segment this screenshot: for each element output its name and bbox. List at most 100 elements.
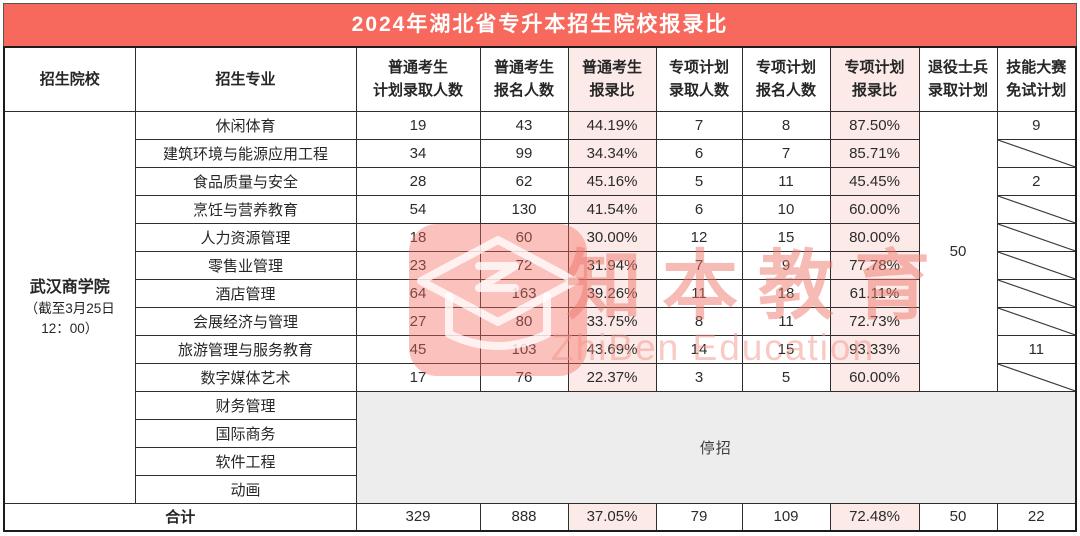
total-special-applied-cell: 109 xyxy=(741,502,831,532)
regular-ratio-cell: 39.26% xyxy=(567,278,657,308)
regular-ratio-cell: 43.69% xyxy=(567,334,657,364)
table-row: 建筑环境与能源应用工程 34 99 34.34% 6 7 85.71% xyxy=(4,138,1077,168)
special-ratio-cell: 93.33% xyxy=(829,334,920,364)
no-data-slash-icon xyxy=(998,140,1075,166)
major-cell: 数字媒体艺术 xyxy=(134,362,357,392)
total-row: 合计 329 888 37.05% 79 109 72.48% 50 22 xyxy=(3,502,1077,532)
special-ratio-cell: 60.00% xyxy=(829,194,920,224)
regular-applied-cell: 103 xyxy=(479,334,569,364)
regular-ratio-cell: 30.00% xyxy=(567,222,657,252)
header-line: 专项计划 xyxy=(844,59,905,76)
table-row: 软件工程 xyxy=(4,446,1076,476)
regular-plan-cell: 23 xyxy=(355,250,481,280)
special-ratio-cell: 87.50% xyxy=(829,110,920,140)
special-applied-cell: 7 xyxy=(741,138,831,168)
stopped-enrollment-cell: 停招 xyxy=(355,390,1077,504)
col-header-regular-plan: 普通考生 计划录取人数 xyxy=(355,46,481,112)
regular-ratio-cell: 34.34% xyxy=(567,138,657,168)
school-note: （截至3月25日 xyxy=(24,301,115,317)
major-cell: 休闲体育 xyxy=(134,110,357,140)
regular-ratio-cell: 22.37% xyxy=(567,362,657,392)
school-note: 12：00） xyxy=(41,320,99,336)
no-data-slash-icon xyxy=(998,252,1075,278)
special-applied-cell: 15 xyxy=(741,222,831,252)
regular-plan-cell: 18 xyxy=(355,222,481,252)
skill-exempt-cell: 11 xyxy=(996,334,1077,364)
regular-applied-cell: 163 xyxy=(479,278,569,308)
no-data-slash-icon xyxy=(998,196,1075,222)
special-admit-cell: 5 xyxy=(655,166,743,196)
major-cell: 酒店管理 xyxy=(134,278,357,308)
major-cell: 建筑环境与能源应用工程 xyxy=(134,138,357,168)
table-row: 食品质量与安全 28 62 45.16% 5 11 45.45% 2 xyxy=(4,166,1077,196)
regular-applied-cell: 72 xyxy=(479,250,569,280)
total-regular-applied-cell: 888 xyxy=(479,502,569,532)
header-line: 录取人数 xyxy=(668,82,729,100)
total-regular-plan-cell: 329 xyxy=(355,502,481,532)
regular-plan-cell: 34 xyxy=(355,138,481,168)
regular-applied-cell: 43 xyxy=(479,110,569,140)
total-special-ratio-cell: 72.48% xyxy=(829,502,920,532)
header-line: 计划录取人数 xyxy=(372,82,463,100)
regular-ratio-cell: 41.54% xyxy=(567,194,657,224)
header-line: 录取计划 xyxy=(927,82,988,100)
major-cell: 人力资源管理 xyxy=(134,222,357,252)
regular-ratio-cell: 44.19% xyxy=(567,110,657,140)
major-cell: 财务管理 xyxy=(134,390,357,420)
regular-applied-cell: 62 xyxy=(479,166,569,196)
major-cell: 动画 xyxy=(134,474,357,504)
col-header-regular-ratio: 普通考生 报录比 xyxy=(567,46,657,112)
regular-plan-cell: 27 xyxy=(355,306,481,336)
regular-plan-cell: 17 xyxy=(355,362,481,392)
header-line: 报名人数 xyxy=(493,82,554,100)
admission-ratio-table: 招生院校 招生专业 普通考生 计划录取人数 普通考生 报名人数 普通考生报录比 专项… xyxy=(3,46,1077,532)
special-applied-cell: 8 xyxy=(741,110,831,140)
special-ratio-cell: 61.11% xyxy=(829,278,920,308)
regular-applied-cell: 80 xyxy=(479,306,569,336)
col-header-regular-applied: 普通考生 报名人数 xyxy=(479,46,569,112)
skill-exempt-cell-empty xyxy=(996,278,1077,308)
veteran-plan-cell: 50 xyxy=(918,110,998,392)
header-line: 报录比 xyxy=(851,82,897,100)
page-title: 2024年湖北省专升本招生院校报录比 xyxy=(3,3,1077,46)
regular-ratio-cell: 45.16% xyxy=(567,166,657,196)
special-admit-cell: 7 xyxy=(655,110,743,140)
major-cell: 国际商务 xyxy=(134,418,357,448)
total-label-cell: 合计 xyxy=(3,502,357,532)
col-header-special-applied: 专项计划 报名人数 xyxy=(741,46,831,112)
no-data-slash-icon xyxy=(998,224,1075,250)
table-row: 零售业管理 23 72 31.94% 7 9 77.78% xyxy=(4,250,1077,280)
skill-exempt-cell-empty xyxy=(996,222,1077,252)
special-ratio-cell: 45.45% xyxy=(829,166,920,196)
skill-exempt-cell: 9 xyxy=(996,110,1077,140)
special-applied-cell: 18 xyxy=(741,278,831,308)
special-admit-cell: 11 xyxy=(655,278,743,308)
skill-exempt-cell-empty xyxy=(996,138,1077,168)
no-data-slash-icon xyxy=(998,364,1075,390)
header-line: 招生院校 xyxy=(39,70,100,88)
school-cell: 武汉商学院 （截至3月25日 12：00） xyxy=(3,110,136,504)
major-cell: 会展经济与管理 xyxy=(134,306,357,336)
regular-plan-cell: 54 xyxy=(355,194,481,224)
header-line: 报录比 xyxy=(589,82,635,100)
col-header-skill-exempt: 技能大赛 免试计划 xyxy=(996,46,1077,112)
header-line: 报名人数 xyxy=(755,82,816,100)
special-ratio-cell: 80.00% xyxy=(829,222,920,252)
total-veteran-plan-cell: 50 xyxy=(918,502,998,532)
major-cell: 烹饪与营养教育 xyxy=(134,194,357,224)
col-header-special-ratio: 专项计划 报录比 xyxy=(829,46,920,112)
special-applied-cell: 15 xyxy=(741,334,831,364)
table-row: 酒店管理 64 163 39.26% 11 18 61.11% xyxy=(4,278,1077,308)
major-cell: 软件工程 xyxy=(134,446,357,476)
col-header-school: 招生院校 xyxy=(3,46,136,112)
header-line: 普通考生 xyxy=(581,59,642,76)
special-applied-cell: 9 xyxy=(741,250,831,280)
table-row: 会展经济与管理 27 80 33.75% 8 11 72.73% xyxy=(4,306,1077,336)
regular-ratio-cell: 31.94% xyxy=(567,250,657,280)
special-applied-cell: 5 xyxy=(741,362,831,392)
header-line: 专项计划 xyxy=(755,59,816,76)
header-line: 技能大赛 xyxy=(1006,59,1067,76)
header-line: 招生专业 xyxy=(215,70,276,88)
regular-applied-cell: 76 xyxy=(479,362,569,392)
special-applied-cell: 11 xyxy=(741,306,831,336)
